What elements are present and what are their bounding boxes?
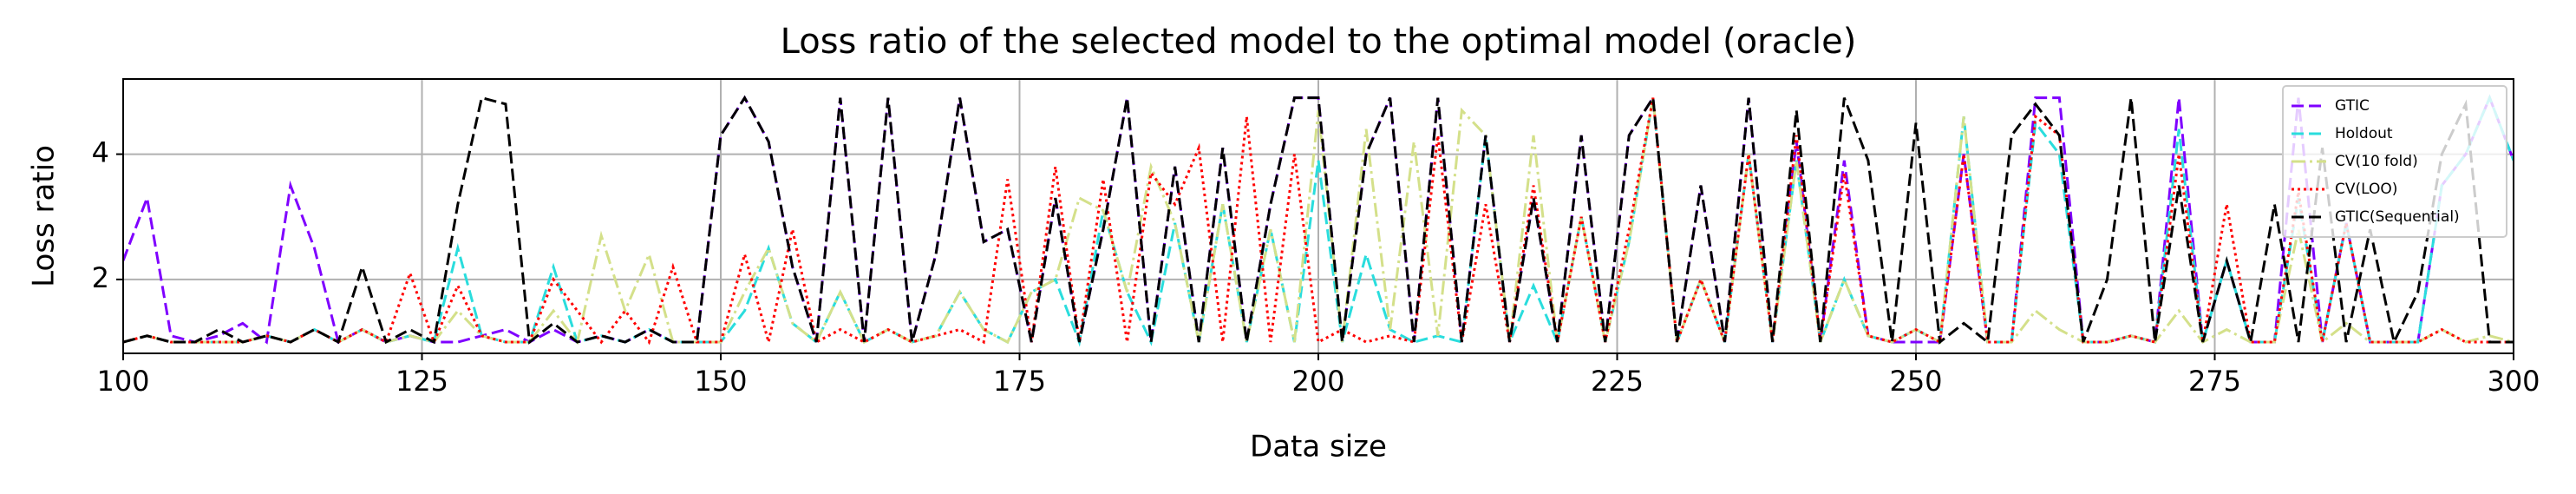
chart-title: Loss ratio of the selected model to the … xyxy=(781,22,1857,62)
legend-label: GTIC xyxy=(2335,97,2370,115)
plot-frame xyxy=(122,78,2514,354)
x-tick-label: 100 xyxy=(96,365,149,398)
x-tick-label: 225 xyxy=(1591,365,1644,398)
x-tick-label: 150 xyxy=(694,365,747,398)
x-tick-label: 175 xyxy=(993,365,1046,398)
legend-label: GTIC(Sequential) xyxy=(2335,208,2460,226)
x-tick-label: 125 xyxy=(396,365,448,398)
x-tick-label: 275 xyxy=(2188,365,2241,398)
legend-label: Holdout xyxy=(2335,125,2393,142)
legend-label: CV(10 fold) xyxy=(2335,153,2418,170)
x-tick-label: 300 xyxy=(2487,365,2540,398)
x-tick-label: 200 xyxy=(1291,365,1344,398)
y-tick-label: 2 xyxy=(92,261,109,294)
legend-label: CV(LOO) xyxy=(2335,181,2397,198)
series-line xyxy=(123,94,2514,347)
y-tick-label: 4 xyxy=(92,136,109,169)
x-axis-label: Data size xyxy=(1250,430,1387,464)
legend-box xyxy=(2282,85,2507,238)
series-line xyxy=(123,94,2514,346)
y-axis-label: Loss ratio xyxy=(27,145,62,287)
x-tick-label: 250 xyxy=(1889,365,1942,398)
